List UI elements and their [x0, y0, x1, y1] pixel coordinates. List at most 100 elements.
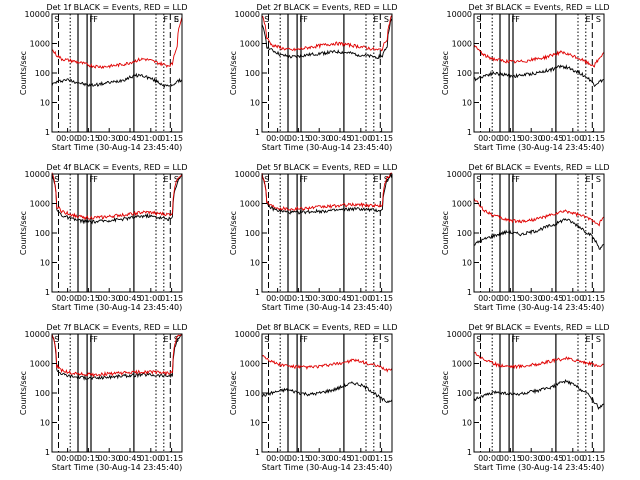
y-tick-label: 100 [457, 389, 472, 398]
y-axis-label: Counts/sec [229, 211, 238, 255]
event-marker-label: S [384, 15, 389, 24]
x-tick-label: 00:15 [287, 294, 310, 303]
y-tick-label: 10000 [235, 170, 260, 179]
y-tick-label: 1000 [30, 360, 50, 369]
series-line-lld [473, 351, 605, 370]
y-tick-label: 1 [45, 448, 50, 457]
x-tick-label: 00:00 [56, 134, 79, 143]
y-tick-label: 10000 [25, 10, 50, 19]
y-tick-label: 100 [35, 229, 50, 238]
x-tick-label: 01:00 [139, 134, 162, 143]
x-tick-label: 01:00 [561, 454, 584, 463]
chart-title: Det 5f BLACK = Events, RED = LLD [256, 163, 397, 172]
y-tick-label: 10000 [447, 330, 472, 339]
x-tick-label: 00:00 [266, 134, 289, 143]
event-marker-label: F [515, 175, 520, 184]
y-tick-label: 10 [40, 99, 50, 108]
event-marker-label: F [164, 15, 169, 24]
event-marker-label: F [511, 15, 516, 24]
event-marker-label: S [596, 335, 601, 344]
y-tick-label: 10 [462, 419, 472, 428]
event-marker-label: F [511, 335, 516, 344]
plot-frame [261, 13, 393, 133]
series-line-events [261, 381, 393, 404]
y-tick-label: 10000 [235, 330, 260, 339]
x-tick-label: 00:15 [499, 134, 522, 143]
x-tick-label: 00:15 [77, 134, 100, 143]
x-tick-label: 00:45 [540, 134, 563, 143]
y-axis-label: Counts/sec [229, 51, 238, 95]
y-tick-label: 1 [255, 448, 260, 457]
y-tick-label: 10000 [25, 170, 50, 179]
event-marker-label: E [586, 15, 591, 24]
x-tick-label: 00:15 [77, 294, 100, 303]
x-tick-label: 01:15 [370, 294, 393, 303]
plot-frame [473, 173, 605, 293]
event-marker-label: S [174, 15, 179, 24]
y-tick-label: 100 [457, 229, 472, 238]
event-marker-label: S [476, 175, 481, 184]
y-tick-label: 10 [250, 419, 260, 428]
x-tick-label: 00:00 [478, 454, 501, 463]
event-marker-label: F [89, 175, 94, 184]
x-tick-label: 00:30 [98, 454, 121, 463]
x-tick-label: 01:00 [349, 134, 372, 143]
x-tick-label: 00:15 [287, 134, 310, 143]
x-tick-label: 00:45 [118, 134, 141, 143]
series-line-events [473, 218, 605, 251]
y-tick-label: 1000 [240, 200, 260, 209]
y-axis-label: Counts/sec [19, 51, 28, 95]
y-tick-label: 1000 [240, 40, 260, 49]
series-line-events [473, 379, 605, 410]
y-tick-label: 1 [467, 128, 472, 137]
event-marker-label: S [264, 175, 269, 184]
event-marker-label: S [264, 15, 269, 24]
event-marker-label: E [374, 335, 379, 344]
x-tick-label: 00:15 [287, 454, 310, 463]
event-marker-label: S [54, 15, 59, 24]
event-marker-label: F [93, 15, 98, 24]
event-marker-label: S [476, 15, 481, 24]
x-tick-label: 00:30 [98, 294, 121, 303]
event-marker-label: S [476, 335, 481, 344]
x-tick-label: 00:45 [540, 454, 563, 463]
x-axis-label: Start Time (30-Aug-14 23:45:40) [52, 303, 183, 312]
event-marker-label: S [596, 15, 601, 24]
x-tick-label: 00:00 [56, 294, 79, 303]
event-marker-label: F [303, 15, 308, 24]
x-tick-label: 00:00 [478, 134, 501, 143]
event-marker-label: S [54, 175, 59, 184]
y-tick-label: 1000 [452, 200, 472, 209]
x-tick-label: 01:00 [139, 454, 162, 463]
y-tick-label: 1000 [452, 360, 472, 369]
y-tick-label: 10 [462, 259, 472, 268]
x-tick-label: 01:15 [160, 454, 183, 463]
event-marker-label: F [299, 15, 304, 24]
x-tick-label: 00:00 [478, 294, 501, 303]
y-tick-label: 100 [35, 389, 50, 398]
y-tick-label: 1 [467, 448, 472, 457]
plot-frame [261, 173, 393, 293]
event-marker-label: F [515, 15, 520, 24]
chart-title: Det 2f BLACK = Events, RED = LLD [256, 3, 397, 12]
x-tick-label: 00:00 [56, 454, 79, 463]
x-tick-label: 01:15 [370, 134, 393, 143]
plot-frame [51, 173, 183, 293]
x-tick-label: 00:00 [266, 294, 289, 303]
y-tick-label: 1 [255, 128, 260, 137]
x-tick-label: 00:30 [520, 454, 543, 463]
event-marker-label: F [89, 15, 94, 24]
x-axis-label: Start Time (30-Aug-14 23:45:40) [262, 463, 393, 472]
y-tick-label: 10 [40, 259, 50, 268]
x-axis-label: Start Time (30-Aug-14 23:45:40) [262, 143, 393, 152]
chart-title: Det 7f BLACK = Events, RED = LLD [46, 323, 187, 332]
series-line-lld [262, 15, 393, 52]
series-line-lld [51, 172, 183, 221]
series-line-events [261, 18, 393, 60]
chart-title: Det 4f BLACK = Events, RED = LLD [46, 163, 187, 172]
